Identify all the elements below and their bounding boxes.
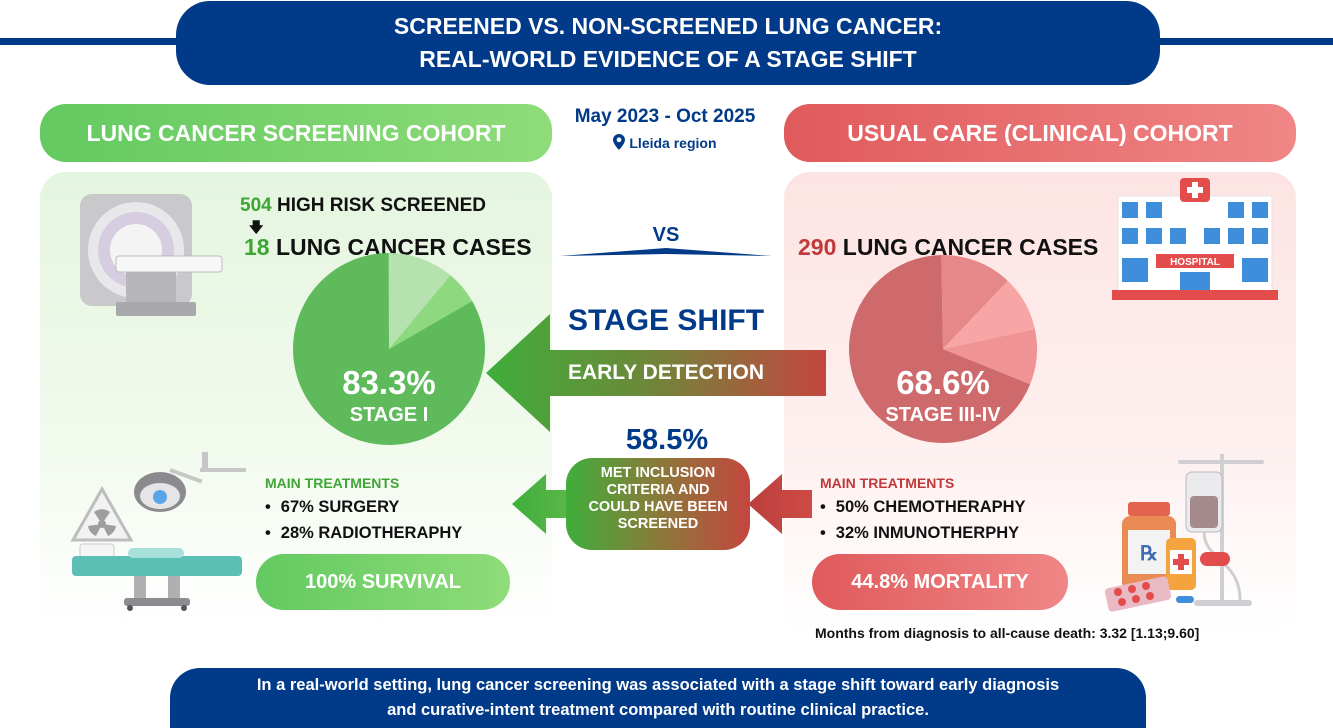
pie-slice-other-stage bbox=[941, 255, 1008, 349]
screening-stage-pie bbox=[293, 253, 485, 445]
footer-line-1: In a real-world setting, lung cancer scr… bbox=[256, 676, 1060, 694]
usual-treatments: MAIN TREATMENTS 50% CHEMOTHERAPHY 32% IN… bbox=[820, 475, 1026, 546]
survival-pill: 100% SURVIVAL bbox=[256, 554, 510, 610]
usual-treatments-heading: MAIN TREATMENTS bbox=[820, 475, 955, 491]
screening-pie-stage: STAGE I bbox=[349, 404, 429, 426]
pie-slice-stage-iii-iv bbox=[849, 255, 1031, 443]
conclusion-footer: In a real-world setting, lung cancer scr… bbox=[170, 668, 1146, 728]
months-to-death-note: Months from diagnosis to all-cause death… bbox=[815, 625, 1200, 641]
study-region: Lleida region bbox=[629, 135, 717, 151]
eligible-percent: 58.5% bbox=[625, 424, 709, 456]
usual-pie-percent: 68.6% bbox=[896, 364, 990, 401]
usual-treatment-item: 32% INMUNOTHERPHY bbox=[820, 520, 1026, 546]
hospital-building-icon: HOSPITAL bbox=[1112, 178, 1278, 300]
screened-count: 504 bbox=[240, 195, 272, 216]
eligible-text-4: SCREENED bbox=[617, 516, 699, 532]
page-title: SCREENED VS. NON-SCREENED LUNG CANCER: R… bbox=[176, 1, 1160, 85]
usual-care-cohort-label: USUAL CARE (CLINICAL) COHORT bbox=[784, 104, 1296, 162]
screening-cases-count: 18 bbox=[244, 234, 270, 260]
surgical-lamp-icon bbox=[134, 452, 246, 512]
eligible-text-2: CRITERIA AND bbox=[606, 482, 710, 498]
screened-text: HIGH RISK SCREENED bbox=[276, 195, 487, 216]
usual-treatment-item: 50% CHEMOTHERAPHY bbox=[820, 494, 1026, 520]
screening-pie-percent: 83.3% bbox=[342, 364, 436, 401]
eligible-text-1: MET INCLUSION bbox=[600, 465, 716, 481]
pie-slice-other-stage bbox=[388, 253, 451, 349]
hospital-sign-text: HOSPITAL bbox=[1170, 257, 1220, 268]
screening-treatments: MAIN TREATMENTS 67% SURGERY 28% RADIOTHE… bbox=[265, 475, 462, 546]
usual-care-stage-pie bbox=[849, 255, 1037, 443]
pie-slice-other-stage bbox=[943, 280, 1035, 349]
down-arrow-icon: 🡇 bbox=[249, 219, 264, 235]
location-pin-icon bbox=[613, 134, 626, 150]
svg-text:℞: ℞ bbox=[1140, 543, 1158, 565]
title-line-2: REAL-WORLD EVIDENCE OF A STAGE SHIFT bbox=[419, 46, 917, 72]
header-rule-right bbox=[1150, 38, 1333, 45]
usual-cases-count: 290 bbox=[798, 234, 837, 260]
study-dates: May 2023 - Oct 2025 bbox=[574, 106, 756, 127]
pie-slice-stage-i bbox=[293, 253, 485, 445]
radiation-warning-icon bbox=[70, 486, 134, 542]
mortality-pill: 44.8% MORTALITY bbox=[812, 554, 1068, 610]
screening-cohort-label: LUNG CANCER SCREENING COHORT bbox=[40, 104, 552, 162]
early-detection-arrow bbox=[486, 314, 826, 432]
eligible-text-3: COULD HAVE BEEN bbox=[588, 499, 728, 515]
medicine-bottles-icon: ℞ bbox=[1104, 502, 1230, 612]
footer-line-2: and curative-intent treatment compared w… bbox=[387, 701, 929, 719]
screening-treatment-item: 28% RADIOTHERAPHY bbox=[265, 520, 463, 546]
operating-table-icon bbox=[72, 543, 242, 611]
study-region-row: Lleida region bbox=[555, 134, 775, 151]
early-detection-label: EARLY DETECTION bbox=[567, 361, 765, 384]
vs-divider bbox=[560, 248, 772, 256]
pie-slice-other-stage bbox=[389, 275, 473, 349]
eligible-arrows bbox=[512, 474, 812, 534]
usual-treatment-list: 50% CHEMOTHERAPHY 32% INMUNOTHERPHY bbox=[820, 494, 1026, 546]
mri-scanner-icon bbox=[80, 194, 223, 316]
pie-slice-other-stage bbox=[943, 329, 1037, 385]
screened-row: 504 HIGH RISK SCREENED bbox=[240, 195, 486, 217]
screening-treatments-heading: MAIN TREATMENTS bbox=[265, 475, 400, 491]
vs-label: VS bbox=[652, 224, 680, 246]
screening-treatment-list: 67% SURGERY 28% RADIOTHERAPHY bbox=[265, 494, 463, 546]
iv-drip-icon bbox=[1178, 454, 1264, 606]
usual-cases-text: LUNG CANCER CASES bbox=[842, 234, 1099, 260]
usual-pie-stage: STAGE III-IV bbox=[885, 404, 1001, 426]
header-rule-left bbox=[0, 38, 190, 45]
screening-treatment-item: 67% SURGERY bbox=[265, 494, 462, 520]
stage-shift-heading: STAGE SHIFT bbox=[567, 304, 765, 337]
title-line-1: SCREENED VS. NON-SCREENED LUNG CANCER: bbox=[393, 13, 943, 39]
usual-cases-row: 290 LUNG CANCER CASES bbox=[798, 234, 1098, 261]
eligible-box: MET INCLUSION CRITERIA AND COULD HAVE BE… bbox=[566, 458, 750, 550]
study-period: May 2023 - Oct 2025 Lleida region bbox=[555, 106, 775, 151]
